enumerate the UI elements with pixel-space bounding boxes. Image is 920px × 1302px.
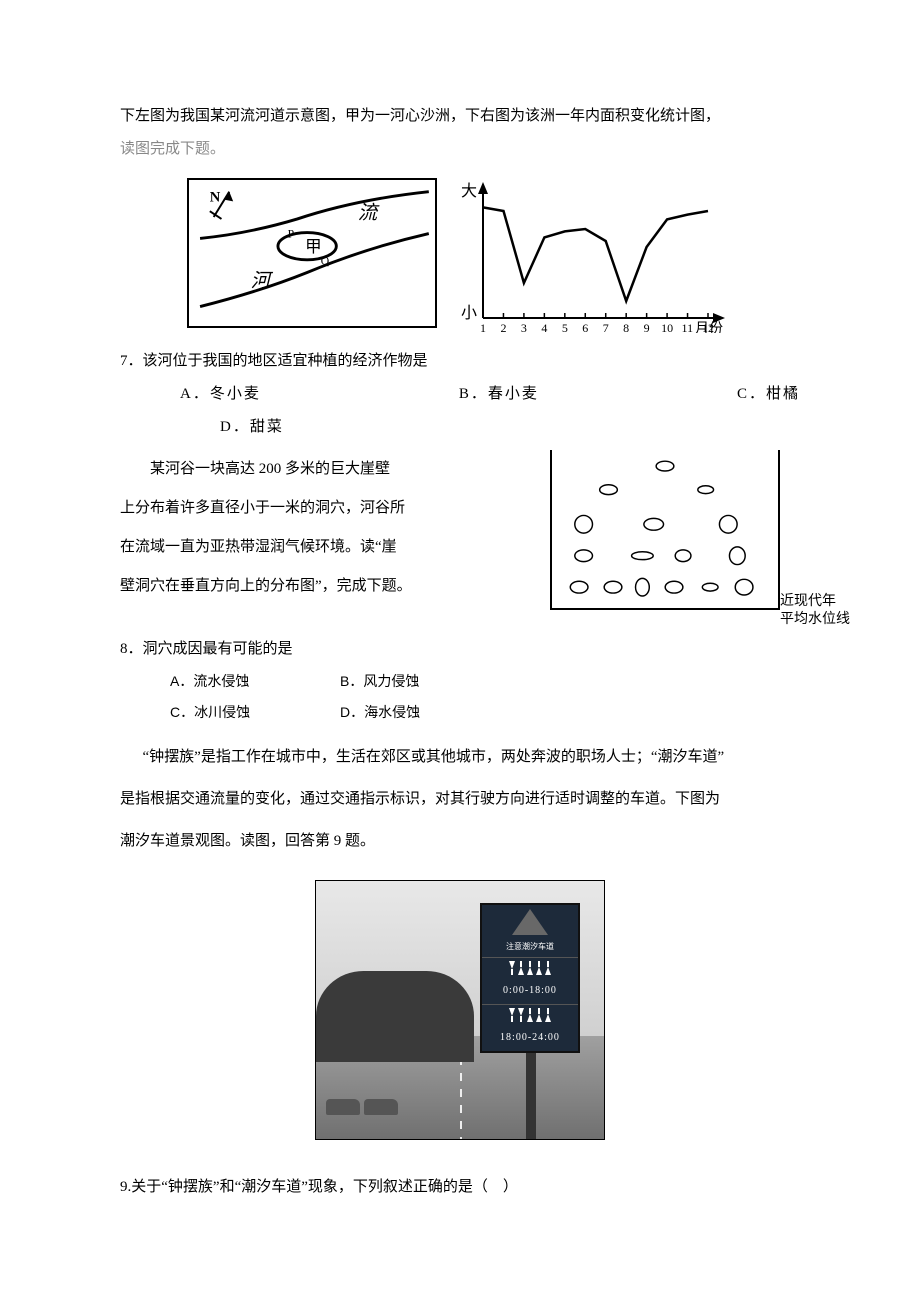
q8-intro-l2: 上分布着许多直径小于一米的洞穴，河谷所 — [120, 489, 536, 528]
q9-p-l1: “钟摆族”是指工作在城市中，生活在郊区或其他城市，两处奔波的职场人士；“潮汐车道… — [120, 736, 800, 778]
svg-text:5: 5 — [562, 321, 568, 333]
svg-text:11: 11 — [682, 321, 694, 333]
svg-text:N: N — [210, 189, 221, 205]
q7-option-d: D．甜菜 — [120, 411, 800, 444]
point-p: P — [288, 227, 295, 240]
svg-text:2: 2 — [500, 321, 506, 333]
q8-option-d: D．海水侵蚀 — [340, 697, 500, 728]
q8-stem: 8．洞穴成因最有可能的是 — [120, 633, 800, 666]
island-area-chart: 大 小 123456789101112 月份 — [453, 178, 733, 333]
q8-intro-l1: 某河谷一块高达 200 多米的巨大崖壁 — [120, 450, 536, 489]
point-q: Q — [321, 255, 330, 268]
q8-options: A．流水侵蚀 B．风力侵蚀 C．冰川侵蚀 D．海水侵蚀 — [120, 666, 800, 728]
x-unit: 月份 — [695, 321, 723, 333]
q9-stem: 9.关于“钟摆族”和“潮汐车道”现象，下列叙述正确的是（ ） — [120, 1171, 800, 1204]
q8-block: 某河谷一块高达 200 多米的巨大崖壁 上分布着许多直径小于一米的洞穴，河谷所 … — [120, 450, 800, 629]
q8-option-a: A．流水侵蚀 — [170, 666, 330, 697]
svg-text:3: 3 — [521, 321, 527, 333]
svg-text:7: 7 — [603, 321, 609, 333]
cavern-label2: 平均水位线 — [780, 611, 868, 629]
y-label-bottom: 小 — [461, 304, 477, 322]
traffic-sign: 注意潮汐车道 0:00-18:00 18:00-24:00 — [480, 903, 580, 1053]
q8-intro-text: 某河谷一块高达 200 多米的巨大崖壁 上分布着许多直径小于一米的洞穴，河谷所 … — [120, 450, 536, 606]
q8-intro-l3: 在流域一直为亚热带湿润气候环境。读“崖 — [120, 528, 536, 567]
sign-time-2: 18:00-24:00 — [482, 1025, 578, 1051]
warning-triangle-icon — [512, 909, 548, 935]
svg-text:6: 6 — [582, 321, 588, 333]
q7-options-row1: A．冬小麦 B．春小麦 C．柑橘 — [120, 378, 800, 411]
tidal-lane-photo: 注意潮汐车道 0:00-18:00 18:00-24:00 — [120, 880, 800, 1153]
cavern-labels: 近现代年 平均水位线 — [778, 593, 868, 629]
figure-row-1: 甲 P Q 流 河 N 大 小 123456789101112 月份 — [120, 178, 800, 333]
q9-passage: “钟摆族”是指工作在城市中，生活在郊区或其他城市，两处奔波的职场人士；“潮汐车道… — [120, 736, 800, 862]
q7-option-a: A．冬小麦 — [180, 378, 261, 411]
cavern-diagram — [550, 450, 780, 610]
photo-frame: 注意潮汐车道 0:00-18:00 18:00-24:00 — [315, 880, 605, 1140]
svg-text:4: 4 — [541, 321, 547, 333]
svg-text:1: 1 — [480, 321, 486, 333]
sign-arrows-1 — [482, 957, 578, 978]
photo-car-1 — [326, 1099, 360, 1115]
sign-time-1: 0:00-18:00 — [482, 978, 578, 1004]
q8-option-c: C．冰川侵蚀 — [170, 697, 330, 728]
svg-text:9: 9 — [644, 321, 650, 333]
y-label-top: 大 — [461, 182, 477, 200]
q8-intro-l4: 壁洞穴在垂直方向上的分布图”，完成下题。 — [120, 567, 536, 606]
sign-arrows-2 — [482, 1004, 578, 1025]
q7-stem: 7．该河位于我国的地区适宜种植的经济作物是 — [120, 345, 800, 378]
photo-car-2 — [364, 1099, 398, 1115]
q7-option-c: C．柑橘 — [737, 378, 800, 411]
photo-trees — [316, 971, 474, 1061]
intro-line2: 读图完成下题。 — [120, 141, 225, 157]
svg-text:8: 8 — [623, 321, 629, 333]
sign-warn-text: 注意潮汐车道 — [482, 937, 578, 957]
river-channel-diagram: 甲 P Q 流 河 N — [187, 178, 437, 328]
island-label: 甲 — [305, 237, 322, 256]
river-upper-label: 流 — [358, 202, 380, 224]
q9-p-l3: 潮汐车道景观图。读图，回答第 9 题。 — [120, 820, 800, 862]
intro-paragraph-1: 下左图为我国某河流河道示意图，甲为一河心沙洲，下右图为该洲一年内面积变化统计图，… — [120, 100, 800, 166]
cavern-label1: 近现代年 — [780, 593, 868, 611]
intro-line1: 下左图为我国某河流河道示意图，甲为一河心沙洲，下右图为该洲一年内面积变化统计图， — [120, 108, 720, 124]
q7-option-b: B．春小麦 — [459, 378, 539, 411]
q9-p-l2: 是指根据交通流量的变化，通过交通指示标识，对其行驶方向进行适时调整的车道。下图为 — [120, 778, 800, 820]
cavern-diagram-wrap: 近现代年 平均水位线 — [550, 450, 800, 629]
svg-text:10: 10 — [661, 321, 673, 333]
q8-option-b: B．风力侵蚀 — [340, 666, 500, 697]
